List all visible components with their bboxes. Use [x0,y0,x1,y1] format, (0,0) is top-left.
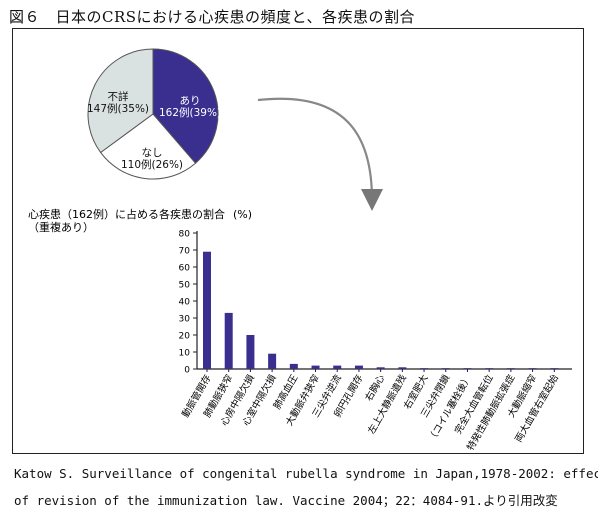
figure-frame [12,28,584,454]
y-tick-label: 30 [179,315,191,325]
y-tick-label: 50 [179,281,191,291]
bar-chart-subtitle: （重複あり） [28,220,94,234]
bar-14 [506,368,515,369]
pie-slice-label-2: 147例(35%) [87,102,149,115]
pie-slice-name-1: なし [142,147,163,159]
bar-6 [333,365,342,369]
bar-15 [528,368,537,369]
bar-10 [420,368,429,369]
pie-slice-1 [99,113,197,180]
y-tick-label: 20 [179,332,191,342]
y-tick-label: 40 [179,298,191,308]
pie-slice-label-0: 162例(39%) [159,106,221,119]
figure-title: 図６ 日本のCRSにおける心疾患の頻度と、各疾患の割合 [9,8,415,26]
bar-13 [485,368,494,369]
caption-line-1: Katow S. Surveillance of congenital rube… [14,466,598,481]
y-tick-label: 70 [179,247,191,257]
bar-12 [463,368,472,369]
pie-slice-name-2: 不詳 [108,90,129,103]
caption-line-2: of revision of the immunization law. Vac… [14,493,558,508]
pie-slice-2 [87,48,154,154]
pie-slice-label-1: 110例(26%) [121,158,183,171]
bar-2 [246,335,255,369]
pie-slice-name-0: あり [180,95,201,107]
bar-chart-unit: (%) [233,208,252,221]
bar-5 [311,365,320,369]
bar-8 [376,367,385,369]
y-tick-label: 0 [184,366,190,376]
bar-9 [398,367,407,369]
y-tick-label: 60 [179,264,191,274]
bar-16 [550,368,559,369]
bar-chart-title: 心疾患（162例）に占める各疾患の割合 [28,207,225,221]
y-tick-label: 80 [179,230,191,240]
bar-0 [203,251,211,369]
bar-4 [289,363,298,369]
bar-3 [268,353,277,369]
bar-1 [224,312,233,369]
arrow-connector [257,97,383,211]
y-tick-label: 10 [179,349,191,359]
pie-slice-0 [152,48,219,164]
bar-chart: 01020304050607080動脈管開存肺動脈狭窄心房中隔欠損心室中隔欠損肺… [179,230,572,453]
bar-11 [441,368,450,369]
bar-7 [354,365,363,369]
